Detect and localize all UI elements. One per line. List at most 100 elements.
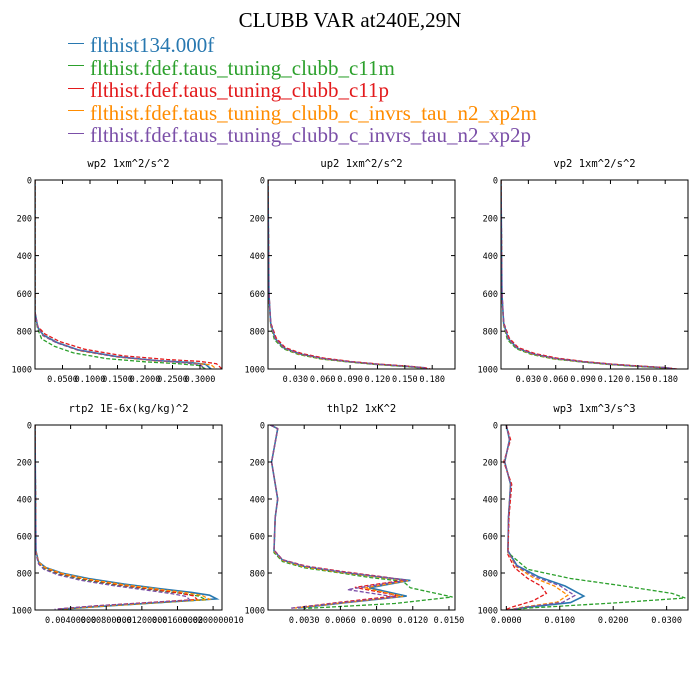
series-group <box>35 180 222 369</box>
series-line <box>270 425 406 609</box>
series-line <box>35 425 212 610</box>
series-line <box>504 425 686 610</box>
y-tick-label: 0 <box>27 422 32 432</box>
x-tick-label: 0.1000 <box>75 375 106 385</box>
y-tick-label: 1000 <box>245 366 265 376</box>
series-line <box>35 425 192 610</box>
x-tick-label: 0.2000 <box>130 375 161 385</box>
y-tick-label: 200 <box>250 214 265 224</box>
figure-title: CLUBB VAR at240E,29N <box>238 8 462 32</box>
x-tick-label: 0.060 <box>543 375 569 385</box>
series-group <box>501 180 678 369</box>
series-line <box>268 180 427 369</box>
x-tick-label: 0.0500 <box>47 375 78 385</box>
legend-item: flthist134.000f <box>68 34 537 57</box>
series-line <box>35 180 206 369</box>
legend-label: flthist.fdef.taus_tuning_clubb_c11m <box>90 55 395 80</box>
plot-frame <box>34 424 223 611</box>
chart-panel: thlp2 1xK^2 0 200 400 600 800 1000 0.0030 0.0060… <box>245 403 465 626</box>
y-tick-label: 800 <box>483 570 498 580</box>
series-group <box>268 180 431 369</box>
series-line <box>35 425 199 610</box>
legend-label: flthist.fdef.taus_tuning_clubb_c_invrs_t… <box>90 123 531 147</box>
series-line <box>268 180 431 369</box>
legend-item: flthist.fdef.taus_tuning_clubb_c11p <box>68 79 537 102</box>
y-tick-label: 0 <box>260 422 265 432</box>
y-tick-label: 400 <box>483 496 498 506</box>
x-tick-label: 0.0000 <box>491 616 522 626</box>
y-tick-label: 600 <box>250 533 265 543</box>
x-tick-label: 0.150 <box>392 375 418 385</box>
x-tick-label: 0.120 <box>598 375 624 385</box>
plot-frame <box>500 424 689 611</box>
y-tick-label: 800 <box>17 570 32 580</box>
legend-swatch <box>68 65 84 67</box>
series-line <box>270 425 453 610</box>
x-tick-label: 0.030 <box>516 375 542 385</box>
series-line <box>268 180 428 369</box>
y-tick-label: 800 <box>17 328 32 338</box>
x-tick-label: 0.060 <box>310 375 336 385</box>
y-tick-label: 200 <box>17 214 32 224</box>
y-tick-label: 200 <box>250 459 265 469</box>
series-line <box>504 425 569 610</box>
series-line <box>501 180 675 369</box>
y-tick-label: 0 <box>493 422 498 432</box>
y-tick-label: 600 <box>17 533 32 543</box>
series-line <box>270 425 407 609</box>
series-line <box>501 180 676 369</box>
series-line <box>270 425 411 609</box>
y-tick-label: 1000 <box>478 607 498 617</box>
series-group <box>503 425 686 610</box>
y-tick-label: 600 <box>250 290 265 300</box>
series-line <box>35 180 212 369</box>
y-tick-label: 600 <box>483 290 498 300</box>
panel-title: rtp2 1E-6x(kg/kg)^2 <box>68 403 188 415</box>
y-tick-label: 800 <box>250 328 265 338</box>
legend-label: flthist.fdef.taus_tuning_clubb_c_invrs_t… <box>90 100 537 125</box>
y-tick-label: 1000 <box>478 366 498 376</box>
x-tick-label: 0.0200000010 <box>182 616 243 626</box>
y-tick-label: 400 <box>250 496 265 506</box>
legend-item: flthist.fdef.taus_tuning_clubb_c11m <box>68 55 537 80</box>
series-line <box>268 180 426 369</box>
y-tick-label: 800 <box>250 570 265 580</box>
y-tick-label: 400 <box>250 252 265 262</box>
x-tick-label: 0.0120 <box>397 616 428 626</box>
x-tick-label: 0.0090 <box>361 616 392 626</box>
legend-swatch <box>68 42 84 44</box>
y-tick-label: 1000 <box>12 366 32 376</box>
series-line <box>35 180 222 369</box>
plot-frame <box>500 179 689 370</box>
legend-swatch <box>68 87 84 89</box>
y-tick-label: 400 <box>483 252 498 262</box>
x-tick-label: 0.180 <box>419 375 445 385</box>
series-line <box>270 425 409 609</box>
legend-item: flthist.fdef.taus_tuning_clubb_c_invrs_t… <box>68 100 537 125</box>
y-tick-label: 1000 <box>245 607 265 617</box>
x-tick-label: 0.00800000 <box>81 616 132 626</box>
x-tick-label: 0.090 <box>570 375 596 385</box>
x-tick-label: 0.0150 <box>434 616 465 626</box>
y-tick-label: 400 <box>17 496 32 506</box>
plot-frame <box>34 179 223 370</box>
series-group <box>35 425 220 610</box>
x-tick-label: 0.3000 <box>185 375 216 385</box>
series-line <box>501 180 673 369</box>
legend-item: flthist.fdef.taus_tuning_clubb_c_invrs_t… <box>68 124 537 147</box>
y-tick-label: 0 <box>493 177 498 187</box>
y-tick-label: 1000 <box>12 607 32 617</box>
x-tick-label: 0.0300 <box>651 616 682 626</box>
panel-title: vp2 1xm^2/s^2 <box>553 158 635 170</box>
x-tick-label: 0.090 <box>337 375 363 385</box>
legend-swatch <box>68 110 84 112</box>
y-tick-label: 200 <box>483 459 498 469</box>
legend: flthist134.000f flthist.fdef.taus_tuning… <box>68 34 537 147</box>
plot-frame <box>267 424 456 611</box>
y-tick-label: 800 <box>483 328 498 338</box>
series-line <box>501 180 678 369</box>
legend-swatch <box>68 132 84 134</box>
x-tick-label: 0.2500 <box>157 375 188 385</box>
x-tick-label: 0.0060 <box>325 616 356 626</box>
